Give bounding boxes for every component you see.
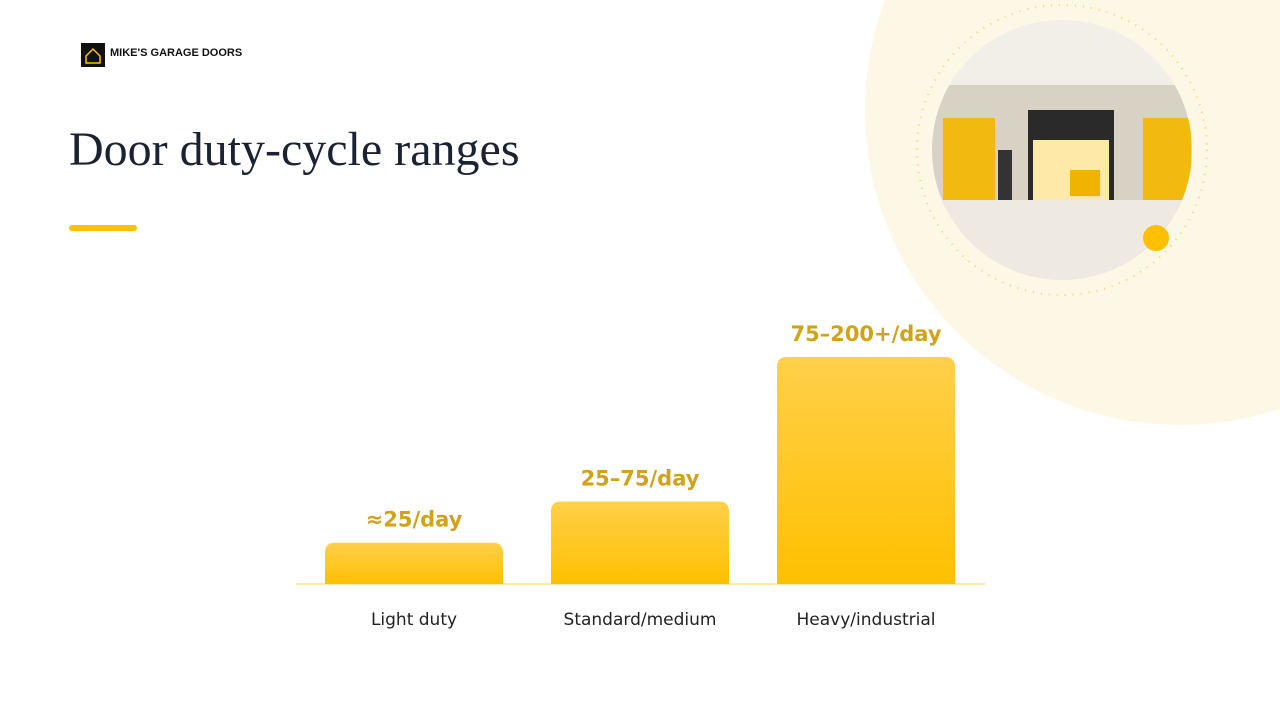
value-label: 25–75/day bbox=[581, 466, 700, 490]
brand-name: MIKE'S GARAGE DOORS bbox=[110, 47, 242, 59]
bar bbox=[777, 357, 955, 584]
x-tick-label: Heavy/industrial bbox=[797, 610, 936, 630]
accent-bar bbox=[69, 225, 137, 231]
dotted-ring bbox=[916, 4, 1208, 296]
value-label: ≈25/day bbox=[366, 508, 463, 532]
value-label: 75–200+/day bbox=[790, 322, 941, 346]
chart-title: Door duty-cycle ranges bbox=[69, 123, 520, 176]
bar bbox=[551, 501, 729, 584]
bar bbox=[325, 542, 503, 584]
logo-house bbox=[85, 47, 101, 64]
accent-dot bbox=[1143, 225, 1169, 251]
x-tick-label: Standard/medium bbox=[564, 610, 717, 630]
x-tick-label: Light duty bbox=[371, 610, 457, 630]
